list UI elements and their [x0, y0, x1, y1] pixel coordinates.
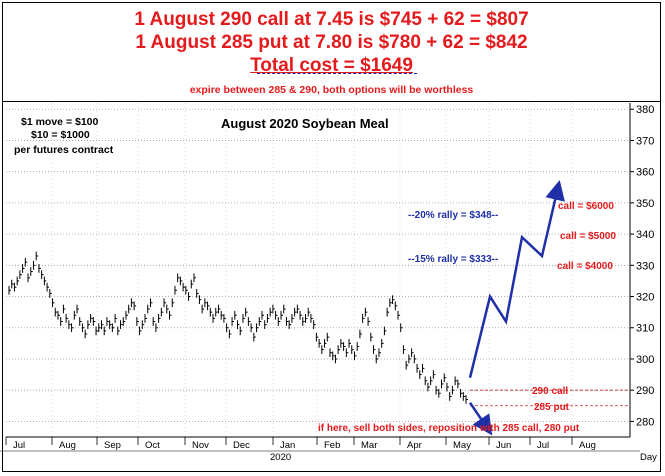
x-axis-end-label: Day — [640, 452, 657, 463]
header-line-call: 1 August 290 call at 7.45 is $745 + 62 =… — [134, 9, 529, 30]
y-tick-label: 300 — [636, 354, 654, 366]
y-tick-label: 320 — [636, 292, 654, 304]
y-tick-label: 380 — [636, 104, 654, 116]
year-label: 2020 — [270, 452, 291, 463]
header-panel: 1 August 290 call at 7.45 is $745 + 62 =… — [2, 2, 661, 102]
projection-rally-arrow — [468, 179, 565, 378]
contract-note-line: $10 = $1000 — [31, 129, 90, 141]
y-tick-label: 330 — [636, 260, 654, 272]
header-note: expire between 285 & 290, both options w… — [189, 84, 474, 96]
x-tick-label: Jul — [13, 440, 25, 451]
x-tick-label: Oct — [145, 440, 160, 451]
y-tick-label: 280 — [636, 416, 654, 428]
y-tick-label: 360 — [636, 167, 654, 179]
x-tick-label: Jan — [280, 440, 295, 451]
call-value-label: call = $5000 — [560, 231, 616, 242]
x-tick-label: Apr — [407, 440, 422, 451]
x-tick-label: Mar — [361, 440, 377, 451]
x-tick-label: May — [453, 440, 471, 451]
level-285-label: 285 put — [534, 402, 570, 413]
y-tick-label: 370 — [636, 135, 654, 147]
chart-frame — [2, 2, 661, 472]
chart-title: August 2020 Soybean Meal — [221, 116, 389, 131]
rally-20-label: --20% rally = $348-- — [408, 210, 498, 221]
y-tick-label: 340 — [636, 229, 654, 241]
x-tick-label: Aug — [59, 440, 76, 451]
y-tick-label: 350 — [636, 198, 654, 210]
header-divider — [257, 73, 417, 74]
projection-drop-arrow — [468, 401, 493, 436]
x-tick-label: Feb — [324, 440, 340, 451]
header-total-cost: Total cost = $1649 — [250, 55, 413, 76]
x-tick-label: Sep — [104, 440, 121, 451]
level-290-label: 290 call — [532, 386, 568, 397]
y-tick-label: 310 — [636, 323, 654, 335]
footer-note: if here, sell both sides, reposition wit… — [318, 423, 580, 434]
x-tick-label: Jul — [537, 440, 549, 451]
y-tick-label: 290 — [636, 385, 654, 397]
rally-15-label: --15% rally = $333-- — [408, 254, 498, 265]
contract-note-line: $1 move = $100 — [21, 116, 99, 128]
header-line-put: 1 August 285 put at 7.80 is $780 + 62 = … — [135, 32, 528, 53]
x-tick-label: Nov — [192, 440, 209, 451]
x-tick-label: Aug — [579, 440, 596, 451]
call-value-label: call = $4000 — [557, 261, 613, 272]
call-value-label: call = $6000 — [558, 201, 614, 212]
x-tick-label: Jun — [496, 440, 511, 451]
x-tick-label: Dec — [233, 440, 250, 451]
contract-note-line: per futures contract — [14, 144, 114, 156]
